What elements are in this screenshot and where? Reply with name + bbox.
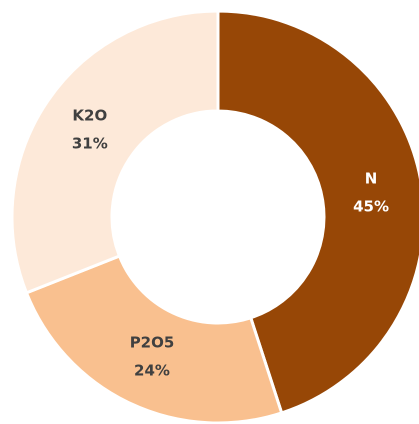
- slice-value-label: 24%: [134, 362, 170, 380]
- donut-slice: [216, 9, 419, 415]
- donut-slice: [24, 254, 284, 424]
- slice-category-label: P2O5: [130, 334, 175, 352]
- slice-category-label: N: [365, 169, 378, 187]
- slice-category-label: K2O: [72, 106, 107, 124]
- slice-value-label: 45%: [353, 197, 389, 215]
- donut-slice: [10, 9, 220, 295]
- slice-value-label: 31%: [72, 134, 108, 152]
